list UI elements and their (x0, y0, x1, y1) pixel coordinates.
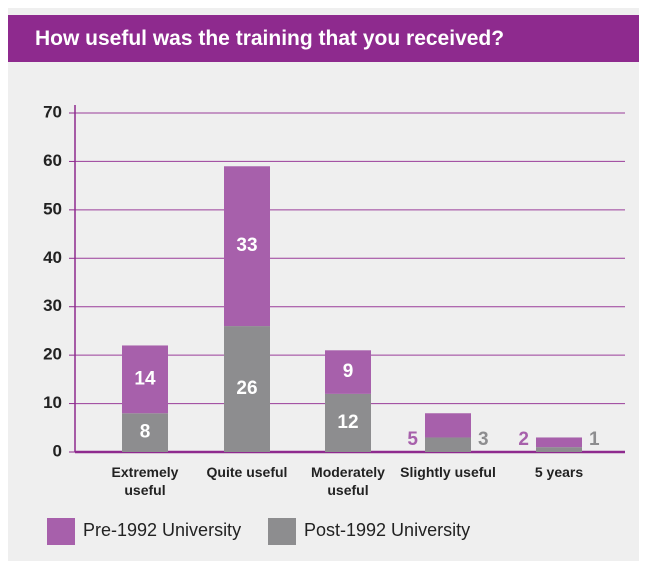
bar-segment (425, 413, 471, 438)
chart-title: How useful was the training that you rec… (8, 15, 639, 62)
x-tick-label: Moderately useful (311, 464, 385, 498)
y-tick-label: 50 (43, 199, 62, 218)
bar-segment (224, 326, 270, 452)
value-label: 12 (337, 412, 358, 433)
bar-segment (325, 350, 371, 394)
value-label: 33 (236, 235, 257, 256)
bar-segment (224, 166, 270, 327)
y-tick-label: 30 (43, 296, 62, 315)
value-label: 5 (407, 429, 418, 450)
y-tick-label: 70 (43, 102, 62, 121)
legend-label: Post-1992 University (304, 520, 471, 540)
y-tick-label: 10 (43, 393, 62, 412)
bar-segment (425, 437, 471, 452)
legend-swatch (47, 518, 75, 545)
value-label: 3 (478, 429, 489, 450)
x-tick-label: Extremely useful (111, 464, 179, 498)
bar-segment (122, 345, 168, 414)
y-tick-label: 20 (43, 345, 62, 364)
value-label: 9 (343, 361, 354, 382)
panel (8, 8, 639, 561)
bar-segment (122, 413, 168, 452)
bar-segment (325, 393, 371, 452)
value-label: 14 (134, 368, 156, 389)
x-tick-label: 5 years (534, 464, 584, 480)
bar-segment (536, 437, 582, 448)
x-tick-label: Quite useful (206, 464, 288, 480)
y-tick-label: 60 (43, 151, 62, 170)
y-tick-label: 40 (43, 248, 62, 267)
value-label: 26 (236, 378, 257, 399)
legend-swatch (268, 518, 296, 545)
value-label: 1 (589, 429, 600, 450)
y-tick-label: 0 (53, 441, 62, 460)
value-label: 2 (518, 429, 529, 450)
bar-segment (536, 447, 582, 452)
legend-label: Pre-1992 University (83, 520, 242, 540)
x-tick-label: Slightly useful (400, 464, 496, 480)
value-label: 8 (140, 422, 151, 443)
